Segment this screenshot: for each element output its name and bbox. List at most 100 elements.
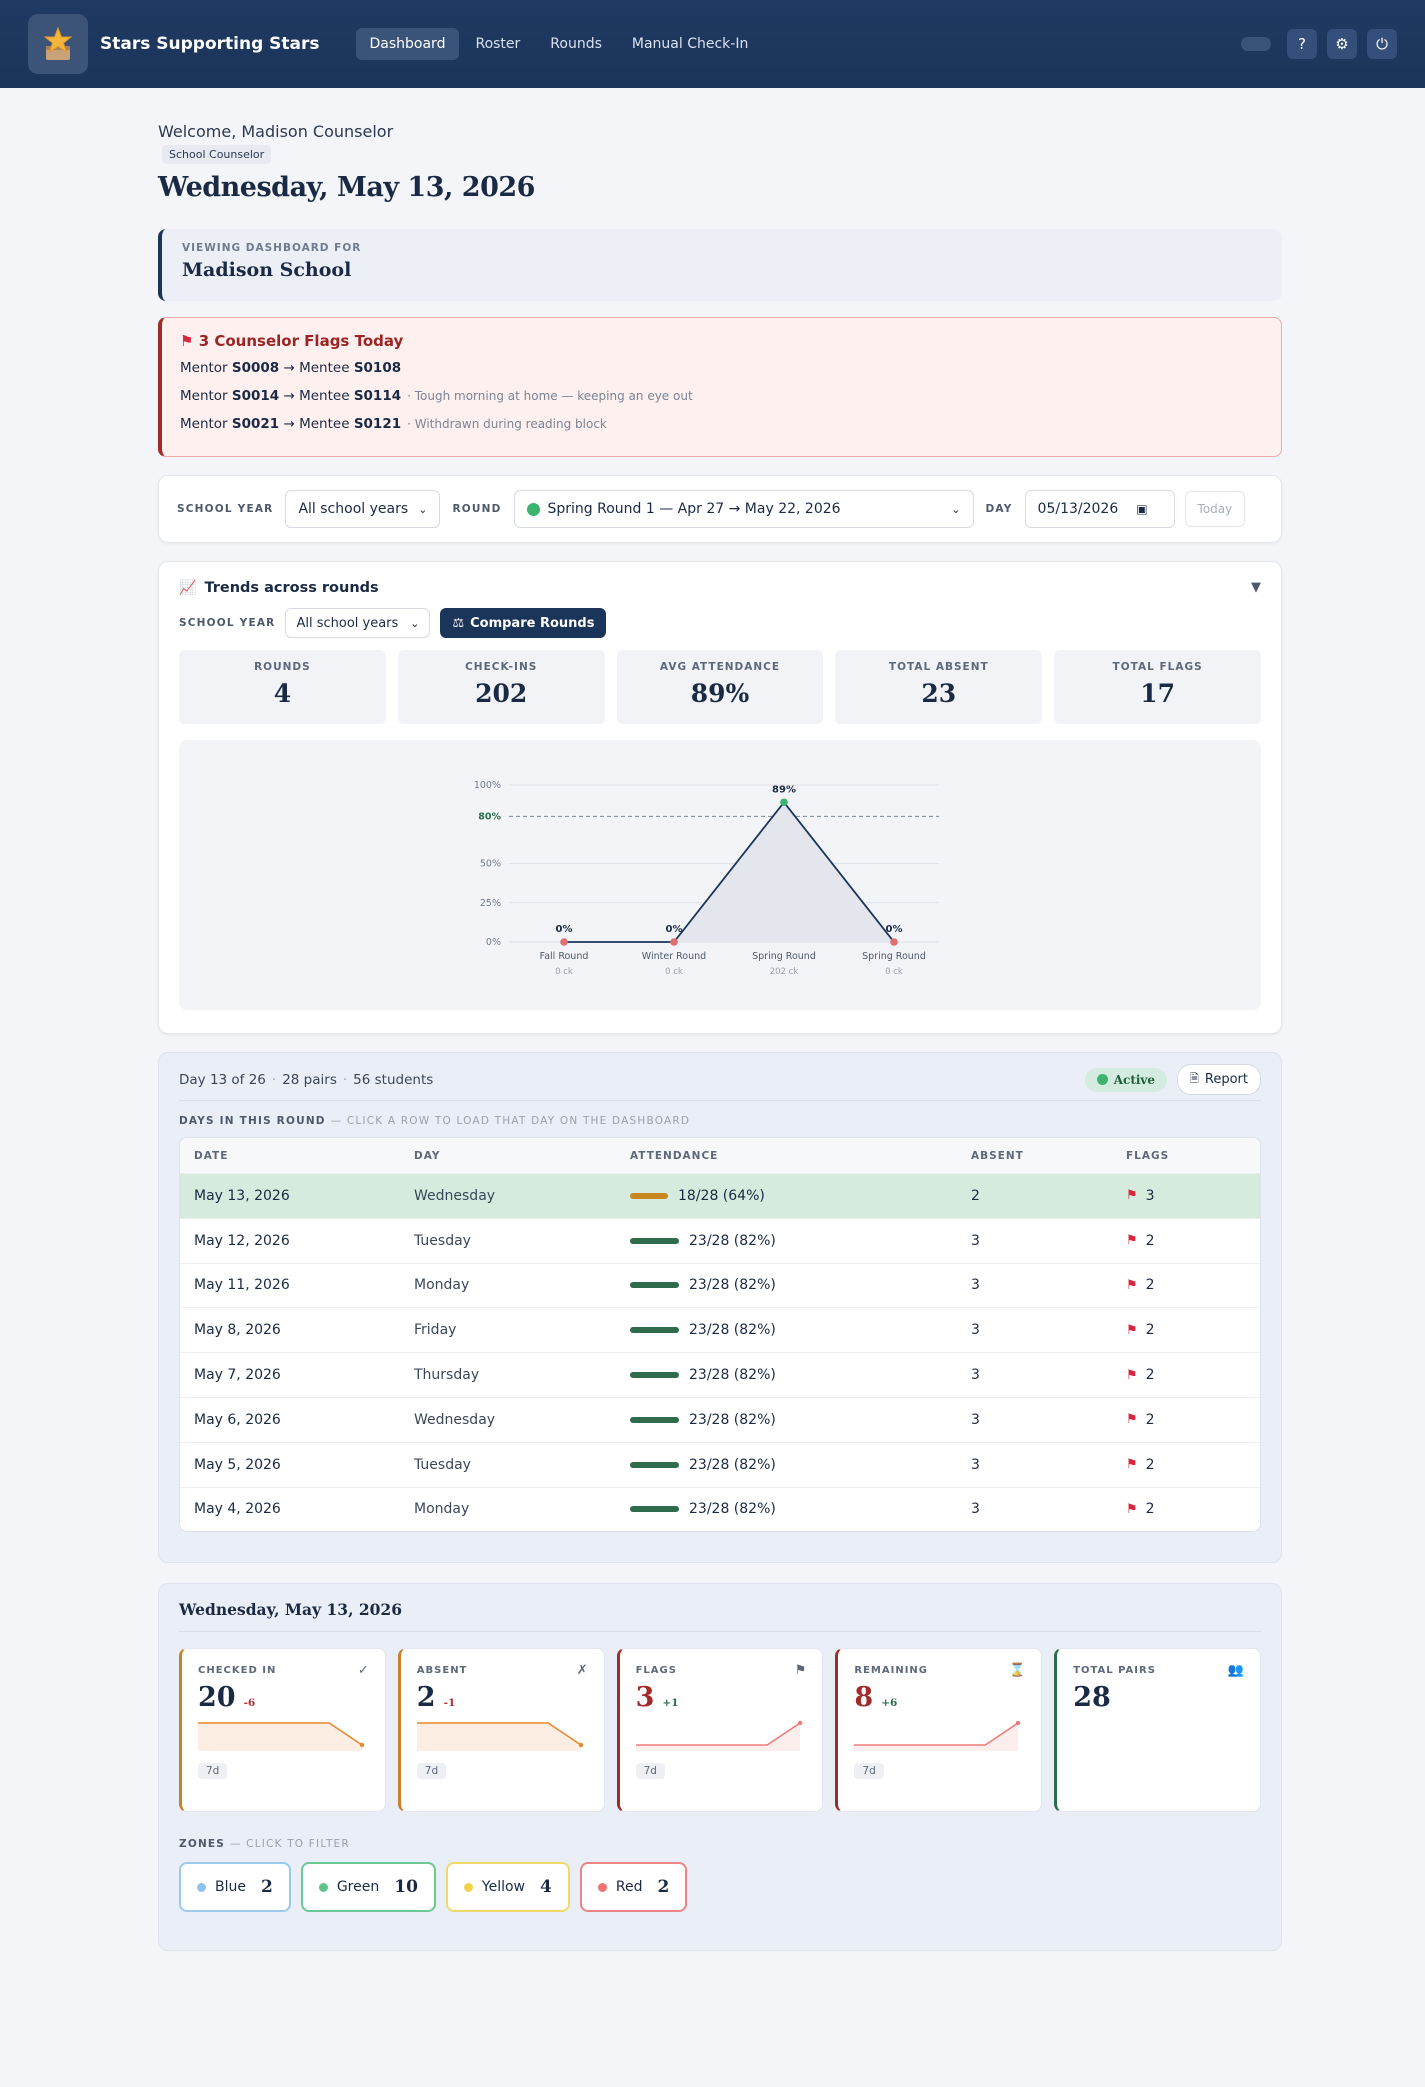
stat-label: CHECK-INS: [465, 661, 538, 673]
row-attendance: 23/28 (82%): [630, 1277, 971, 1293]
kpi-card[interactable]: CHECKED IN ✓ 20 -6 7d: [179, 1648, 386, 1813]
nav-dashboard[interactable]: Dashboard: [355, 28, 460, 60]
sparkline-line: [635, 1722, 801, 1747]
table-row[interactable]: May 12, 2026 Tuesday 23/28 (82%) 3 ⚑ 2: [180, 1217, 1260, 1263]
kpi-value: 3: [635, 1682, 655, 1714]
chevron-down-icon: ⌄: [410, 616, 420, 630]
stat-label: AVG ATTENDANCE: [659, 661, 781, 673]
zone-filter-green[interactable]: Green 10: [300, 1862, 436, 1913]
sparkline-point: [359, 1743, 365, 1748]
collapse-toggle-icon[interactable]: ▼: [1251, 580, 1261, 595]
attendance-bar: [630, 1282, 679, 1289]
table-row[interactable]: May 8, 2026 Friday 23/28 (82%) 3 ⚑ 2: [180, 1307, 1260, 1352]
flag-icon: ⚑: [1126, 1277, 1138, 1293]
flag-note: · Tough morning at home — keeping an eye…: [407, 389, 693, 403]
table-row[interactable]: May 5, 2026 Tuesday 23/28 (82%) 3 ⚑ 2: [180, 1441, 1260, 1487]
kpi-card[interactable]: FLAGS ⚑ 3 +1 7d: [616, 1648, 824, 1813]
day-date-input[interactable]: 05/13/2026 ▣: [1024, 490, 1175, 528]
gear-icon[interactable]: ⚙: [1327, 29, 1357, 59]
stat-card: CHECK-INS 202: [397, 650, 605, 724]
data-point: [780, 798, 788, 807]
day-summary-panel: Wednesday, May 13, 2026 CHECKED IN ✓ 20 -6 7…: [158, 1583, 1282, 1952]
flag-item[interactable]: Mentor S0008 → Mentee S0108: [180, 360, 1263, 379]
nav-rounds[interactable]: Rounds: [550, 36, 602, 52]
zone-filter-blue[interactable]: Blue 2: [179, 1862, 291, 1913]
mentor-prefix: Mentor: [180, 360, 232, 376]
trends-header[interactable]: 📈 Trends across rounds: [179, 580, 1261, 596]
round-students: 56 students: [353, 1071, 434, 1088]
attendance-bar: [630, 1237, 679, 1244]
y-tick-label: 100%: [474, 780, 501, 791]
flag-icon: ⚑: [1126, 1412, 1138, 1428]
kpi-value: 2: [416, 1682, 436, 1714]
theme-toggle[interactable]: [1241, 37, 1271, 51]
zone-color-dot: [597, 1882, 607, 1892]
kpi-card[interactable]: ABSENT ✗ 2 -1 7d: [397, 1648, 605, 1813]
flag-icon: ⚑: [794, 1663, 807, 1679]
flag-item[interactable]: Mentor S0021 → Mentee S0121 · Withdrawn d…: [180, 416, 1263, 435]
school-year-select[interactable]: All school years ⌄: [285, 490, 441, 528]
table-row[interactable]: May 7, 2026 Thursday 23/28 (82%) 3 ⚑ 2: [180, 1352, 1260, 1397]
row-day: Monday: [414, 1277, 470, 1294]
help-icon[interactable]: ?: [1287, 29, 1317, 59]
star-logo-icon[interactable]: [28, 14, 88, 74]
row-attendance: 23/28 (82%): [630, 1233, 971, 1249]
sparkline-point: [797, 1721, 802, 1726]
table-row[interactable]: May 4, 2026 Monday 23/28 (82%) 3 ⚑ 2: [180, 1486, 1260, 1532]
power-icon[interactable]: ⏻: [1367, 29, 1397, 59]
table-row[interactable]: May 13, 2026 Wednesday 18/28 (64%) 2 ⚑ 3: [180, 1173, 1260, 1218]
table-row[interactable]: May 11, 2026 Monday 23/28 (82%) 3 ⚑ 2: [180, 1262, 1260, 1308]
table-header: DATE DAY ATTENDANCE ABSENT FLAGS: [180, 1138, 1260, 1173]
document-icon: 🗎: [1190, 1072, 1199, 1085]
col-date: DATE: [194, 1149, 229, 1162]
zone-count: 10: [394, 1877, 418, 1898]
kpi-delta: +6: [881, 1697, 898, 1710]
zone-filter-red[interactable]: Red 2: [579, 1862, 688, 1913]
attendance-bar: [630, 1192, 668, 1199]
nav-manual-check-in[interactable]: Manual Check-In: [631, 36, 749, 52]
flag-item[interactable]: Mentor S0014 → Mentee S0114 · Tough morni…: [180, 388, 1263, 407]
x-sublabel: 0 ck: [665, 967, 683, 977]
app-brand[interactable]: Stars Supporting Stars: [100, 34, 320, 54]
flag-icon: ⚑: [1126, 1188, 1138, 1204]
round-days-panel: Day 13 of 26 · 28 pairs · 56 students Active…: [158, 1052, 1282, 1564]
data-point: [560, 938, 568, 946]
zones-label: ZONES — CLICK TO FILTER: [179, 1838, 1261, 1850]
data-point: [890, 938, 898, 946]
stat-card: TOTAL FLAGS 17: [1054, 650, 1261, 724]
sparkline-line: [854, 1722, 1019, 1747]
row-attendance: 18/28 (64%): [630, 1188, 971, 1204]
y-tick-label: 80%: [478, 811, 501, 822]
zone-color-dot: [463, 1882, 473, 1892]
kpi-card[interactable]: TOTAL PAIRS 👥 28: [1054, 1648, 1261, 1813]
y-tick-label: 0%: [486, 937, 501, 948]
chart-icon: 📈: [179, 580, 197, 596]
kpi-value: 20: [198, 1682, 236, 1714]
kpi-value-row: 28: [1073, 1682, 1244, 1713]
calendar-icon[interactable]: ▣: [1136, 502, 1148, 516]
data-label: 0%: [666, 924, 683, 935]
table-body: May 13, 2026 Wednesday 18/28 (64%) 2 ⚑ 3 May 1…: [180, 1173, 1260, 1531]
kpi-delta: -6: [243, 1697, 256, 1710]
flag-count: 2: [1145, 1411, 1155, 1428]
compare-rounds-button[interactable]: ⚖ Compare Rounds: [440, 608, 607, 638]
days-table: DATE DAY ATTENDANCE ABSENT FLAGS May 13,…: [179, 1137, 1261, 1533]
table-row[interactable]: May 6, 2026 Wednesday 23/28 (82%) 3 ⚑ 2: [180, 1396, 1260, 1442]
report-button[interactable]: 🗎 Report: [1177, 1064, 1261, 1095]
kpi-delta: +1: [662, 1697, 679, 1710]
today-button[interactable]: Today: [1184, 491, 1246, 527]
trends-school-year-select[interactable]: All school years ⌄: [285, 608, 431, 638]
zone-filter-yellow[interactable]: Yellow 4: [445, 1862, 570, 1913]
round-select[interactable]: Spring Round 1 — Apr 27 → May 22, 2026 ⌄: [513, 490, 974, 528]
zone-filters: Blue 2 Green 10 Yellow 4 Red 2: [179, 1862, 1261, 1913]
kpi-value-row: 8 +6: [854, 1682, 1025, 1713]
series-line: [564, 800, 895, 943]
nav-roster[interactable]: Roster: [475, 36, 521, 52]
school-name: Madison School: [182, 259, 352, 281]
kpi-sparkline: [416, 1722, 583, 1752]
kpi-card[interactable]: REMAINING ⌛ 8 +6 7d: [835, 1648, 1043, 1813]
status-label: Active: [1113, 1072, 1156, 1087]
viewing-label: VIEWING DASHBOARD FOR: [182, 242, 362, 254]
school-year-label: SCHOOL YEAR: [177, 503, 274, 515]
zone-color-dot: [197, 1882, 206, 1892]
